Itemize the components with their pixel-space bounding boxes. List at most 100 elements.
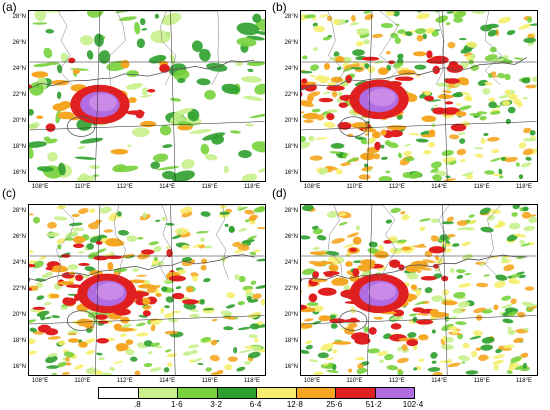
rain-patch (352, 61, 359, 65)
rain-patch (161, 216, 167, 221)
rain-patch (237, 326, 251, 331)
rain-patch (525, 156, 532, 161)
rain-patch (43, 47, 53, 59)
heavy-rain-band (301, 304, 307, 310)
heavy-rain-band (72, 243, 85, 249)
heavy-rain-band (374, 250, 389, 259)
rain-patch (234, 249, 244, 254)
rain-patch (301, 235, 311, 240)
heavy-rain-band (448, 60, 459, 70)
rain-patch (233, 346, 238, 354)
rain-patch (500, 304, 514, 309)
longitude-label: 108°E (31, 378, 49, 384)
province-border (56, 205, 168, 280)
rain-patch (73, 364, 85, 370)
heavy-rain-band (352, 236, 362, 245)
rainfall-field (301, 205, 537, 375)
rain-patch (154, 219, 161, 222)
rain-patch (161, 12, 182, 26)
heavy-rain-band (372, 131, 381, 139)
rain-patch (385, 50, 391, 55)
rain-patch (395, 23, 400, 26)
rain-patch (153, 256, 158, 262)
heavy-rain-band (31, 71, 49, 78)
rain-patch (230, 130, 241, 134)
rain-patch (473, 330, 483, 337)
heavy-rain-band (330, 76, 343, 83)
rain-patch (247, 68, 254, 73)
rain-patch (476, 282, 489, 288)
rain-patch (65, 356, 70, 362)
rain-patch (192, 40, 203, 52)
rain-patch (181, 159, 195, 170)
latitude-label: 22°N (12, 92, 26, 98)
rain-patch (363, 39, 370, 45)
rain-patch (197, 362, 204, 366)
province-border (109, 11, 215, 86)
rain-patch (373, 316, 384, 320)
rain-patch (432, 371, 443, 375)
province-border (379, 11, 449, 86)
province-border (438, 205, 530, 280)
rain-patch (134, 21, 141, 35)
heavy-rain-band (49, 293, 60, 299)
rain-patch (482, 88, 491, 95)
rain-patch (330, 323, 338, 329)
rain-patch (167, 353, 177, 358)
rain-patch (150, 342, 160, 348)
rain-patch (502, 318, 514, 324)
rain-patch (456, 220, 468, 226)
rain-patch (241, 239, 255, 244)
map-b (300, 10, 538, 182)
rain-patch (431, 218, 440, 224)
rain-patch (201, 337, 211, 343)
rain-patch (322, 36, 332, 41)
rain-patch (478, 354, 489, 361)
rain-patch (130, 356, 138, 362)
heavy-rain-band (412, 307, 425, 313)
province-border (436, 11, 502, 86)
rain-patch (238, 349, 253, 354)
rain-patch (236, 37, 257, 47)
rain-patch (176, 269, 186, 275)
rain-patch (522, 362, 528, 369)
rain-patch (517, 311, 526, 318)
rain-patch (36, 166, 54, 172)
rain-patch (523, 37, 537, 44)
rain-patch (71, 213, 80, 218)
rain-patch (44, 316, 52, 320)
heavy-rain-band (352, 268, 360, 277)
rain-patch (235, 61, 244, 66)
rain-patch (252, 293, 262, 300)
rain-patch (503, 264, 515, 272)
rain-patch (456, 274, 463, 280)
rain-patch (378, 176, 393, 181)
rain-patch (401, 344, 408, 351)
rain-patch (372, 33, 384, 39)
rain-patch (440, 344, 455, 350)
longitude-label: 112°E (116, 184, 133, 190)
rain-patch (495, 274, 508, 281)
heavy-rain-band (388, 130, 403, 138)
rain-patch (224, 364, 233, 371)
rain-patch (248, 216, 257, 222)
heavy-rain-band (308, 293, 318, 303)
rain-patch (224, 223, 229, 227)
rain-patch (57, 244, 62, 250)
rain-patch (356, 367, 367, 375)
rain-patch (120, 333, 127, 337)
heavy-rain-band (74, 274, 84, 282)
rain-patch (329, 151, 341, 154)
rain-patch (99, 206, 112, 214)
rain-patch (176, 229, 183, 235)
rain-patch (433, 104, 438, 107)
rain-patch (441, 242, 452, 247)
rain-patch (204, 89, 216, 100)
rain-patch (510, 356, 522, 363)
heavy-rain-band (432, 107, 447, 115)
rain-patch (77, 251, 85, 254)
rain-patch (203, 278, 211, 283)
rain-patch (332, 364, 337, 371)
rain-patch (125, 82, 143, 90)
rain-patch (150, 161, 161, 170)
